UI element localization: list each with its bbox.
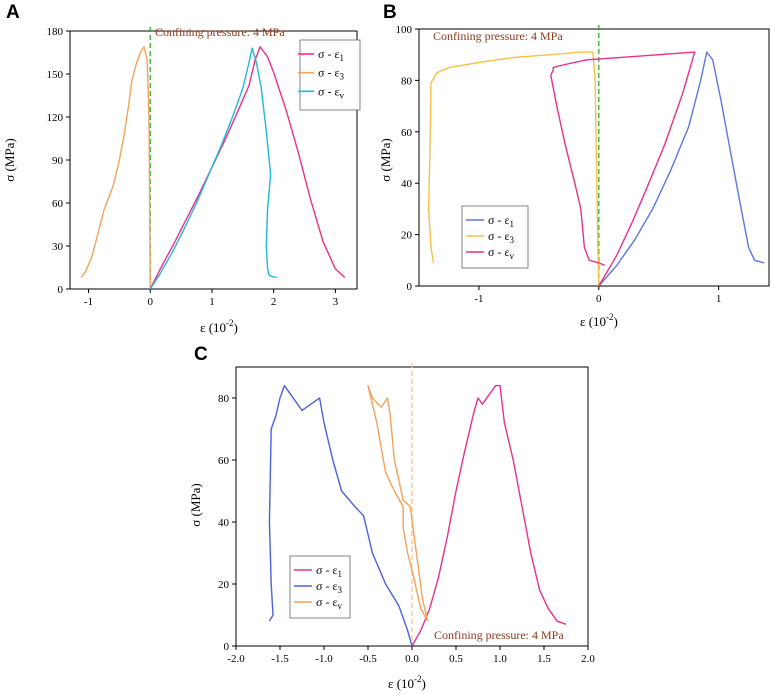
y-tick-label: 60 bbox=[218, 455, 230, 467]
legend-label: σ - εv bbox=[488, 245, 515, 261]
series-line-sigma-epsilon-1 bbox=[411, 384, 567, 647]
legend-label: σ - ε1 bbox=[318, 47, 344, 63]
panel-c: C -2.0 -1.5 -1.0 -0.5 0.0 0.5 1.0 1.5 2.0 0 20 40 6… bbox=[188, 344, 595, 691]
y-tick-label: 0 bbox=[224, 641, 230, 653]
panel-a-x-axis-title: ε (10-2) bbox=[200, 318, 238, 335]
panel-b-annotation: Confining pressure: 4 MPa bbox=[433, 29, 563, 43]
panel-a-y-ticks: 0 30 60 90 120 150 180 bbox=[47, 26, 70, 296]
panel-b-x-ticks: -1 0 1 bbox=[474, 286, 721, 305]
x-tick-label: 0.5 bbox=[449, 653, 463, 665]
x-tick-label: 2 bbox=[271, 296, 277, 308]
y-tick-label: 120 bbox=[47, 112, 64, 124]
x-tick-label: 1.0 bbox=[493, 653, 507, 665]
y-tick-label: 60 bbox=[52, 198, 64, 210]
x-tick-label: -1.5 bbox=[271, 653, 289, 665]
legend-label: σ - ε1 bbox=[316, 563, 342, 579]
y-tick-label: 40 bbox=[401, 178, 413, 190]
panel-a-legend: σ - ε1 σ - ε3 σ - εv bbox=[298, 39, 361, 111]
panel-a-y-axis-title: σ (MPa) bbox=[2, 138, 17, 181]
panel-b-series bbox=[427, 51, 765, 287]
panel-c-x-ticks: -2.0 -1.5 -1.0 -0.5 0.0 0.5 1.0 1.5 2.0 bbox=[227, 646, 595, 665]
panel-label-c: C bbox=[194, 344, 208, 365]
y-tick-label: 20 bbox=[401, 230, 413, 242]
panel-a-series bbox=[80, 46, 346, 290]
panel-label-a: A bbox=[6, 2, 20, 23]
panel-b-x-axis-title: ε (10-2) bbox=[580, 312, 618, 329]
x-tick-label: -2.0 bbox=[227, 653, 245, 665]
x-tick-label: 0 bbox=[147, 296, 153, 308]
panel-c-annotation: Confining pressure: 4 MPa bbox=[434, 628, 564, 642]
legend-label: σ - ε3 bbox=[488, 229, 515, 245]
x-tick-label: 3 bbox=[333, 296, 339, 308]
x-tick-label: 2.0 bbox=[581, 653, 595, 665]
series-line-sigma-epsilon-1 bbox=[598, 51, 765, 287]
y-tick-label: 60 bbox=[401, 127, 413, 139]
y-tick-label: 150 bbox=[47, 69, 64, 81]
series-line-sigma-epsilon-v bbox=[550, 51, 696, 287]
y-tick-label: 0 bbox=[407, 281, 413, 293]
panel-b-legend: σ - ε1σ - ε3σ - εv bbox=[461, 205, 529, 269]
y-tick-label: 40 bbox=[218, 517, 230, 529]
legend-box bbox=[461, 205, 529, 269]
panel-a-annotation: Confining pressure: 4 MPa bbox=[155, 25, 285, 39]
y-tick-label: 80 bbox=[401, 75, 413, 87]
panel-c-y-ticks: 0 20 40 60 80 bbox=[218, 393, 236, 653]
panel-b-y-ticks: 0 20 40 60 80 100 bbox=[396, 24, 419, 293]
y-tick-label: 180 bbox=[47, 26, 64, 38]
panel-c-x-axis-title: ε (10-2) bbox=[388, 674, 426, 691]
panel-c-legend: σ - ε1σ - ε3σ - εv bbox=[289, 555, 351, 619]
legend-label: σ - ε1 bbox=[488, 213, 514, 229]
y-tick-label: 0 bbox=[58, 284, 64, 296]
x-tick-label: -1 bbox=[84, 296, 93, 308]
y-tick-label: 30 bbox=[52, 241, 64, 253]
panel-b-y-axis-title: σ (MPa) bbox=[378, 138, 393, 181]
series-line-sigma-epsilon-v bbox=[367, 384, 429, 622]
x-tick-label: -1 bbox=[474, 293, 483, 305]
y-tick-label: 100 bbox=[396, 24, 413, 36]
panel-c-y-axis-title: σ (MPa) bbox=[188, 483, 203, 526]
panel-a-x-ticks: -1 0 1 2 3 bbox=[84, 289, 339, 308]
panel-a: A -1 0 1 2 3 0 30 60 90 120 150 180 Confining pres… bbox=[2, 2, 361, 335]
legend-label: σ - ε3 bbox=[316, 579, 343, 595]
x-tick-label: 0.0 bbox=[405, 653, 419, 665]
series-line-sigma-epsilon-v bbox=[149, 47, 277, 290]
legend-label: σ - εv bbox=[318, 84, 345, 100]
x-tick-label: 1 bbox=[209, 296, 215, 308]
series-line-sigma-epsilon-3 bbox=[268, 384, 413, 647]
panel-label-b: B bbox=[383, 2, 397, 23]
legend-box bbox=[299, 39, 361, 111]
y-tick-label: 80 bbox=[218, 393, 230, 405]
legend-box bbox=[289, 555, 351, 619]
x-tick-label: -1.0 bbox=[315, 653, 333, 665]
y-tick-label: 90 bbox=[52, 155, 64, 167]
series-line-sigma-epsilon-3 bbox=[80, 46, 151, 290]
y-tick-label: 20 bbox=[218, 579, 230, 591]
x-tick-label: 1 bbox=[716, 293, 722, 305]
x-tick-label: 0 bbox=[596, 293, 602, 305]
x-tick-label: 1.5 bbox=[537, 653, 551, 665]
legend-label: σ - εv bbox=[316, 595, 343, 611]
panel-b-plot-frame bbox=[418, 28, 770, 287]
x-tick-label: -0.5 bbox=[359, 653, 377, 665]
series-line-sigma-epsilon-3 bbox=[427, 51, 600, 287]
panel-c-series bbox=[268, 384, 567, 647]
legend-label: σ - ε3 bbox=[318, 66, 345, 82]
